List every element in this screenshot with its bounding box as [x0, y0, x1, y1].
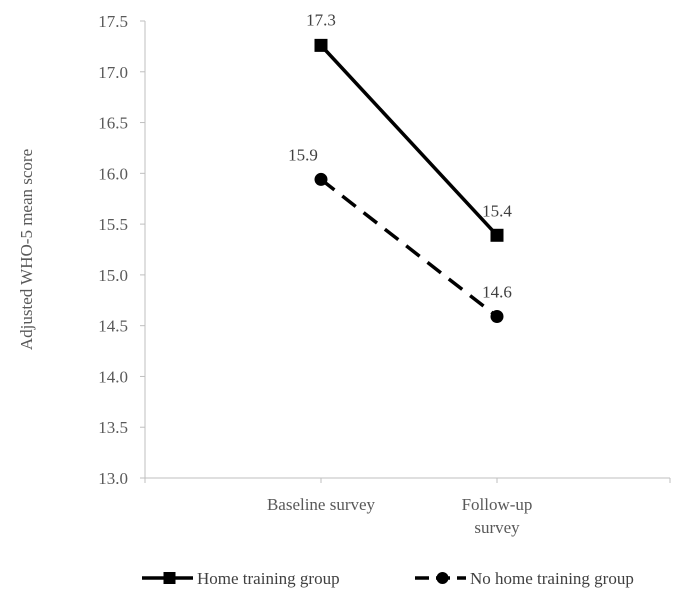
y-tick-label: 15.5 [98, 215, 128, 234]
chart-legend: Home training group No home training grou… [142, 569, 634, 588]
y-tick-label: 16.0 [98, 164, 128, 183]
data-label: 15.4 [482, 201, 512, 220]
data-label: 14.6 [482, 283, 512, 302]
series-1: 17.3 15.4 [306, 10, 512, 242]
x-tick-label: Baseline survey [267, 495, 376, 514]
data-point-circle [490, 310, 504, 324]
chart-axes [144, 21, 670, 479]
legend-label: Home training group [197, 569, 340, 588]
y-tick-label: 13.5 [98, 418, 128, 437]
y-tick-label: 14.5 [98, 317, 128, 336]
legend-item-2: No home training group [415, 569, 634, 588]
legend-marker-circle [436, 572, 449, 584]
y-tick-label: 14.0 [98, 367, 128, 386]
data-point-square [314, 38, 328, 52]
chart-series: 17.3 15.4 15.9 14.6 [288, 10, 512, 324]
legend-item-1: Home training group [142, 569, 340, 588]
legend-marker-square [163, 572, 176, 584]
x-axis-ticks: Baseline survey Follow-up survey [144, 478, 671, 537]
y-tick-label: 13.0 [98, 469, 128, 488]
series-line [319, 44, 499, 237]
data-label: 15.9 [288, 145, 318, 164]
y-tick-label: 15.0 [98, 266, 128, 285]
data-point-square [490, 228, 504, 242]
y-tick-label: 17.0 [98, 63, 128, 82]
series-line [319, 178, 499, 318]
y-tick-label: 16.5 [98, 114, 128, 133]
y-axis-title: Adjusted WHO-5 mean score [17, 149, 36, 350]
x-tick-label: Follow-up survey [462, 495, 533, 537]
data-point-circle [314, 172, 328, 186]
series-2: 15.9 14.6 [288, 145, 512, 324]
data-label: 17.3 [306, 10, 336, 29]
y-tick-label: 17.5 [98, 12, 128, 31]
y-axis-ticks: 13.0 13.5 14.0 14.5 15.0 15.5 16.0 16.5 17.0 17.5 [98, 12, 145, 488]
legend-label: No home training group [470, 569, 634, 588]
